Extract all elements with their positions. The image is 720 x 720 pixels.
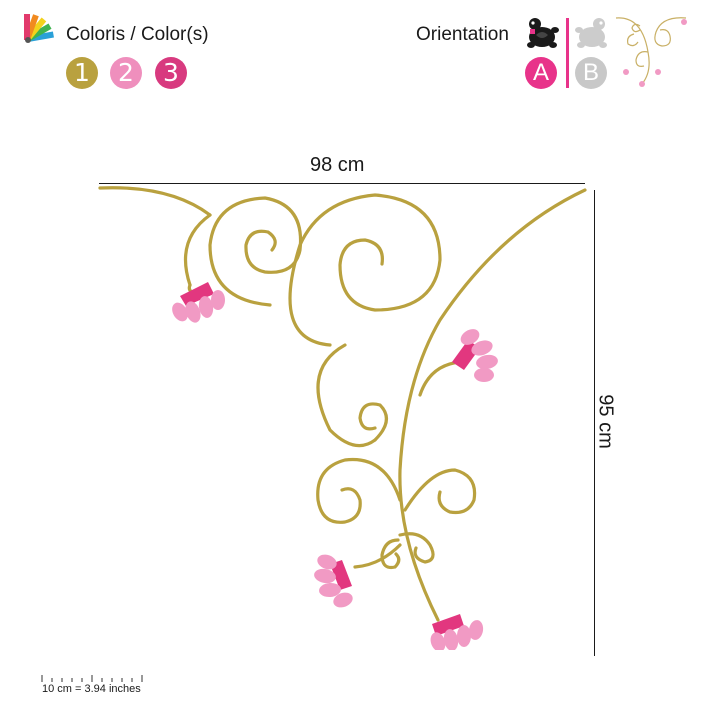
orientation-title: Orientation <box>416 24 509 45</box>
height-dimension-label: 95 cm <box>594 394 617 449</box>
flower-bottom <box>430 614 484 650</box>
flower-top-left <box>172 282 225 323</box>
width-dimension-line <box>99 183 585 184</box>
flower-right <box>452 329 498 382</box>
turtle-b-icon <box>575 18 607 48</box>
width-dimension-label: 98 cm <box>310 154 365 176</box>
colors-title: Coloris / Color(s) <box>66 24 209 45</box>
color-option-2-button[interactable]: 2 <box>110 57 142 89</box>
scale-ruler <box>41 675 143 682</box>
scale-label: 10 cm = 3.94 inches <box>42 683 141 695</box>
orientation-b-button[interactable]: B <box>575 57 607 89</box>
height-dimension-line <box>594 190 595 656</box>
orientation-divider <box>566 18 569 88</box>
color-option-1-button[interactable]: 1 <box>66 57 98 89</box>
color-option-3-button[interactable]: 3 <box>155 57 187 89</box>
color-palette-icon <box>24 14 54 43</box>
orientation-a-button[interactable]: A <box>525 57 557 89</box>
turtle-a-icon <box>527 18 559 48</box>
flower-lower-left <box>314 554 353 608</box>
floral-swirl-decal <box>98 186 587 650</box>
orientation-preview-thumbnail <box>615 17 687 87</box>
